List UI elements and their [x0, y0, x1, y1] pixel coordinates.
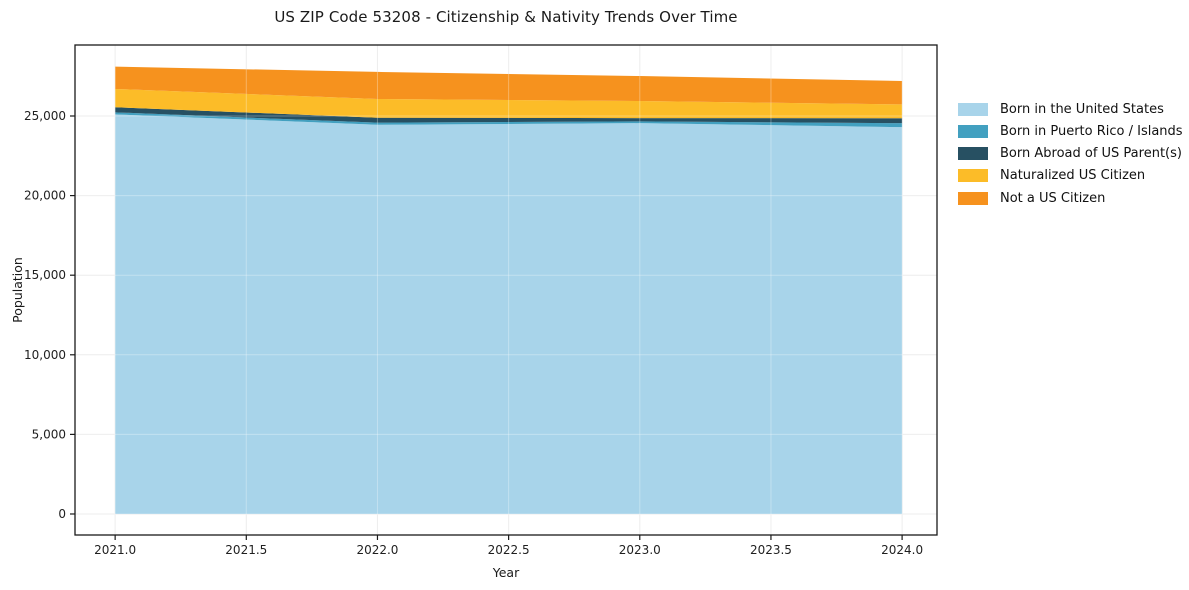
legend-swatch: [958, 191, 988, 205]
svg-text:2024.0: 2024.0: [881, 543, 923, 557]
svg-text:2023.5: 2023.5: [750, 543, 792, 557]
legend-item: Not a US Citizen: [958, 190, 1183, 206]
svg-text:2023.0: 2023.0: [619, 543, 661, 557]
svg-text:2022.0: 2022.0: [356, 543, 398, 557]
svg-text:2021.0: 2021.0: [94, 543, 136, 557]
legend-item: Born in the United States: [958, 101, 1183, 117]
svg-text:20,000: 20,000: [24, 189, 66, 203]
svg-text:2022.5: 2022.5: [488, 543, 530, 557]
y-axis-label: Population: [10, 257, 25, 323]
legend-swatch: [958, 124, 988, 138]
legend-label: Born in Puerto Rico / Islands: [1000, 123, 1183, 139]
legend-item: Naturalized US Citizen: [958, 168, 1183, 184]
svg-text:25,000: 25,000: [24, 109, 66, 123]
legend-swatch: [958, 169, 988, 183]
legend-item: Born Abroad of US Parent(s): [958, 146, 1183, 162]
legend-label: Born in the United States: [1000, 101, 1164, 117]
chart-title: US ZIP Code 53208 - Citizenship & Nativi…: [274, 8, 738, 26]
svg-text:10,000: 10,000: [24, 348, 66, 362]
svg-text:2021.5: 2021.5: [225, 543, 267, 557]
legend-item: Born in Puerto Rico / Islands: [958, 123, 1183, 139]
svg-text:5,000: 5,000: [32, 427, 66, 441]
legend-label: Not a US Citizen: [1000, 190, 1106, 206]
svg-text:15,000: 15,000: [24, 268, 66, 282]
legend-label: Born Abroad of US Parent(s): [1000, 146, 1182, 162]
legend-swatch: [958, 147, 988, 161]
legend-label: Naturalized US Citizen: [1000, 168, 1146, 184]
x-axis-label: Year: [492, 565, 520, 580]
legend: Born in the United States Born in Puerto…: [958, 102, 1183, 213]
svg-text:0: 0: [58, 507, 66, 521]
legend-swatch: [958, 102, 988, 116]
